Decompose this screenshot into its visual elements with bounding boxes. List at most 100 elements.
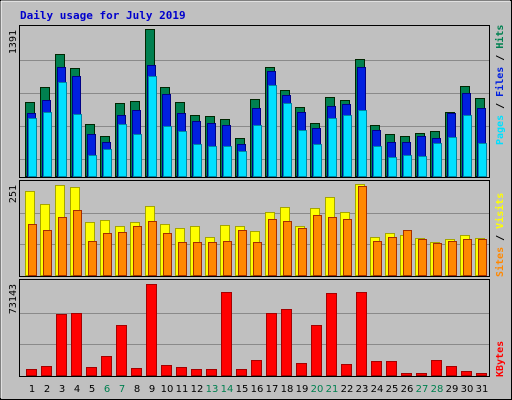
bar-pages-day-30: [463, 115, 472, 177]
bar-sites-day-12: [193, 242, 202, 276]
bar-kbytes-day-21: [326, 293, 337, 376]
bar-sites-day-11: [178, 242, 187, 276]
bar-sites-day-8: [133, 226, 142, 276]
bar-sites-day-26: [403, 230, 412, 276]
bar-pages-day-25: [388, 157, 397, 177]
bar-kbytes-day-20: [311, 325, 322, 376]
day-label-9: 9: [149, 384, 155, 395]
bar-kbytes-day-16: [251, 360, 262, 376]
bar-pages-day-13: [208, 146, 217, 177]
legend-sep-3: /: [495, 229, 506, 247]
bar-sites-day-27: [418, 239, 427, 276]
bar-sites-day-29: [448, 241, 457, 276]
day-label-21: 21: [326, 384, 339, 395]
day-label-28: 28: [431, 384, 444, 395]
bar-sites-day-1: [28, 224, 37, 276]
bar-pages-day-16: [253, 125, 262, 177]
legend-visits: Visits: [494, 193, 506, 229]
bar-kbytes-day-17: [266, 313, 277, 376]
legend-files: Files: [494, 67, 506, 97]
bar-kbytes-day-1: [26, 369, 37, 376]
bar-sites-day-17: [268, 219, 277, 276]
bar-kbytes-day-4: [71, 313, 82, 376]
day-label-5: 5: [89, 384, 95, 395]
bar-sites-day-9: [148, 221, 157, 276]
bar-sites-day-7: [118, 232, 127, 276]
bar-sites-day-20: [313, 215, 322, 276]
bar-pages-day-18: [283, 103, 292, 177]
day-label-1: 1: [29, 384, 35, 395]
day-label-20: 20: [311, 384, 324, 395]
day-label-7: 7: [119, 384, 125, 395]
bar-pages-day-31: [478, 143, 487, 177]
bar-pages-day-24: [373, 146, 382, 177]
legend-sites: Sites: [494, 247, 506, 277]
legend-hits: Hits: [494, 25, 506, 49]
bar-kbytes-day-31: [476, 373, 487, 376]
bar-sites-day-24: [373, 241, 382, 276]
bar-kbytes-day-14: [221, 292, 232, 376]
top-max-label: 1391: [8, 30, 19, 54]
bar-pages-day-2: [43, 112, 52, 177]
day-label-16: 16: [251, 384, 264, 395]
day-label-15: 15: [236, 384, 249, 395]
bar-kbytes-day-3: [56, 314, 67, 376]
day-label-30: 30: [461, 384, 474, 395]
bar-pages-day-12: [193, 144, 202, 177]
bar-pages-day-11: [178, 131, 187, 177]
bar-kbytes-day-7: [116, 325, 127, 376]
bar-kbytes-day-9: [146, 284, 157, 376]
legend-sep-1: /: [495, 97, 506, 115]
bar-kbytes-day-19: [296, 363, 307, 376]
bar-kbytes-day-5: [86, 367, 97, 376]
day-label-31: 31: [476, 384, 489, 395]
bar-pages-day-10: [163, 126, 172, 177]
bar-pages-day-22: [343, 115, 352, 177]
day-label-3: 3: [59, 384, 65, 395]
legend-pages: Pages: [495, 115, 506, 145]
bar-pages-day-5: [88, 155, 97, 177]
day-label-27: 27: [416, 384, 429, 395]
bar-pages-day-29: [448, 137, 457, 177]
day-label-24: 24: [371, 384, 384, 395]
day-label-17: 17: [266, 384, 279, 395]
bar-sites-day-6: [103, 233, 112, 276]
bar-pages-day-17: [268, 85, 277, 177]
middle-legend: Sites / Visits: [494, 193, 506, 277]
bar-sites-day-25: [388, 237, 397, 276]
bar-pages-day-9: [148, 76, 157, 177]
day-label-25: 25: [386, 384, 399, 395]
bottom-max-label: 73143: [8, 284, 19, 314]
bar-pages-day-15: [238, 151, 247, 177]
bar-sites-day-3: [58, 217, 67, 276]
bar-kbytes-day-28: [431, 360, 442, 376]
bar-sites-day-5: [88, 241, 97, 276]
bar-pages-day-14: [223, 146, 232, 177]
day-label-2: 2: [44, 384, 50, 395]
bar-pages-day-6: [103, 149, 112, 177]
bar-kbytes-day-30: [461, 371, 472, 376]
bar-pages-day-20: [313, 144, 322, 177]
bar-sites-day-14: [223, 241, 232, 276]
bar-pages-day-19: [298, 130, 307, 177]
day-label-6: 6: [104, 384, 110, 395]
bar-kbytes-day-23: [356, 292, 367, 376]
bar-sites-day-31: [478, 239, 487, 276]
top-legend: Pages / Files / Hits: [494, 25, 506, 145]
bar-pages-day-4: [73, 114, 82, 177]
bar-kbytes-day-11: [176, 367, 187, 376]
day-label-18: 18: [281, 384, 294, 395]
day-label-26: 26: [401, 384, 414, 395]
bar-sites-day-4: [73, 210, 82, 276]
bar-sites-day-19: [298, 228, 307, 276]
bar-kbytes-day-22: [341, 364, 352, 376]
bar-pages-day-21: [328, 118, 337, 177]
bar-sites-day-2: [43, 230, 52, 276]
day-labels: 1 2 3 4 5 6 7 8 9 10 11 12 13 14 15 16 17 18 19 20 21 22 23 24 2…: [29, 384, 489, 395]
legend-sep-2: /: [495, 49, 506, 67]
day-label-4: 4: [74, 384, 80, 395]
bar-pages-day-7: [118, 124, 127, 177]
bar-sites-day-13: [208, 242, 217, 276]
bar-kbytes-day-12: [191, 369, 202, 376]
